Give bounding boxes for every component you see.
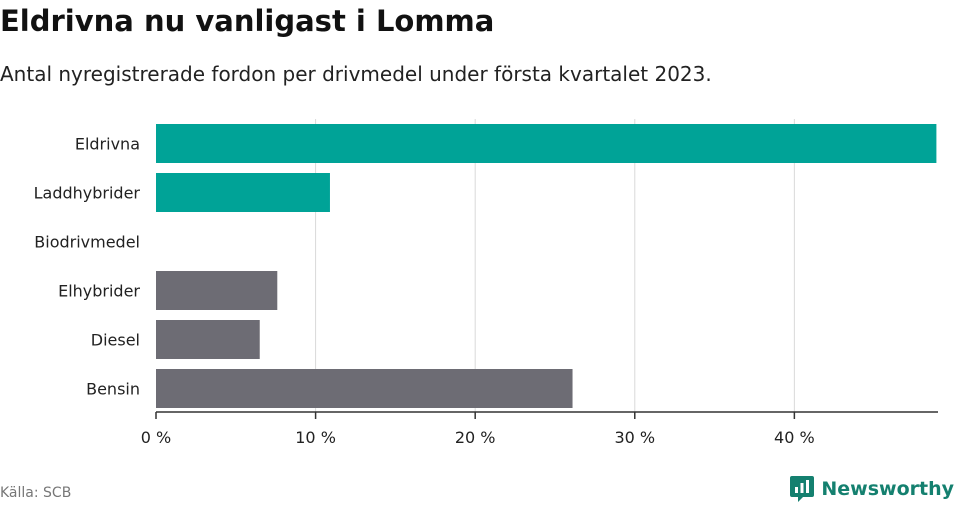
x-tick-label: 20 % [455,428,496,447]
category-label: Bensin [86,380,140,399]
newsworthy-brand-text: Newsworthy [821,478,954,500]
x-tick-label: 10 % [295,428,336,447]
chart-subtitle: Antal nyregistrerade fordon per drivmede… [0,62,712,86]
newsworthy-logo: Newsworthy [789,475,954,503]
source-note: Källa: SCB [0,485,72,501]
category-label: Laddhybrider [34,184,141,203]
bar [156,124,937,163]
bar [156,320,260,359]
category-label: Biodrivmedel [34,233,140,252]
x-tick-label: 40 % [774,428,815,447]
bar [156,173,330,212]
category-label: Elhybrider [58,282,140,301]
bar [156,271,278,310]
category-label: Diesel [91,331,140,350]
x-tick-label: 30 % [614,428,655,447]
category-label: Eldrivna [75,135,140,154]
x-tick-label: 0 % [141,428,171,447]
bar [156,369,573,408]
newsworthy-logo-icon [790,476,815,502]
chart-title: Eldrivna nu vanligast i Lomma [0,4,495,38]
